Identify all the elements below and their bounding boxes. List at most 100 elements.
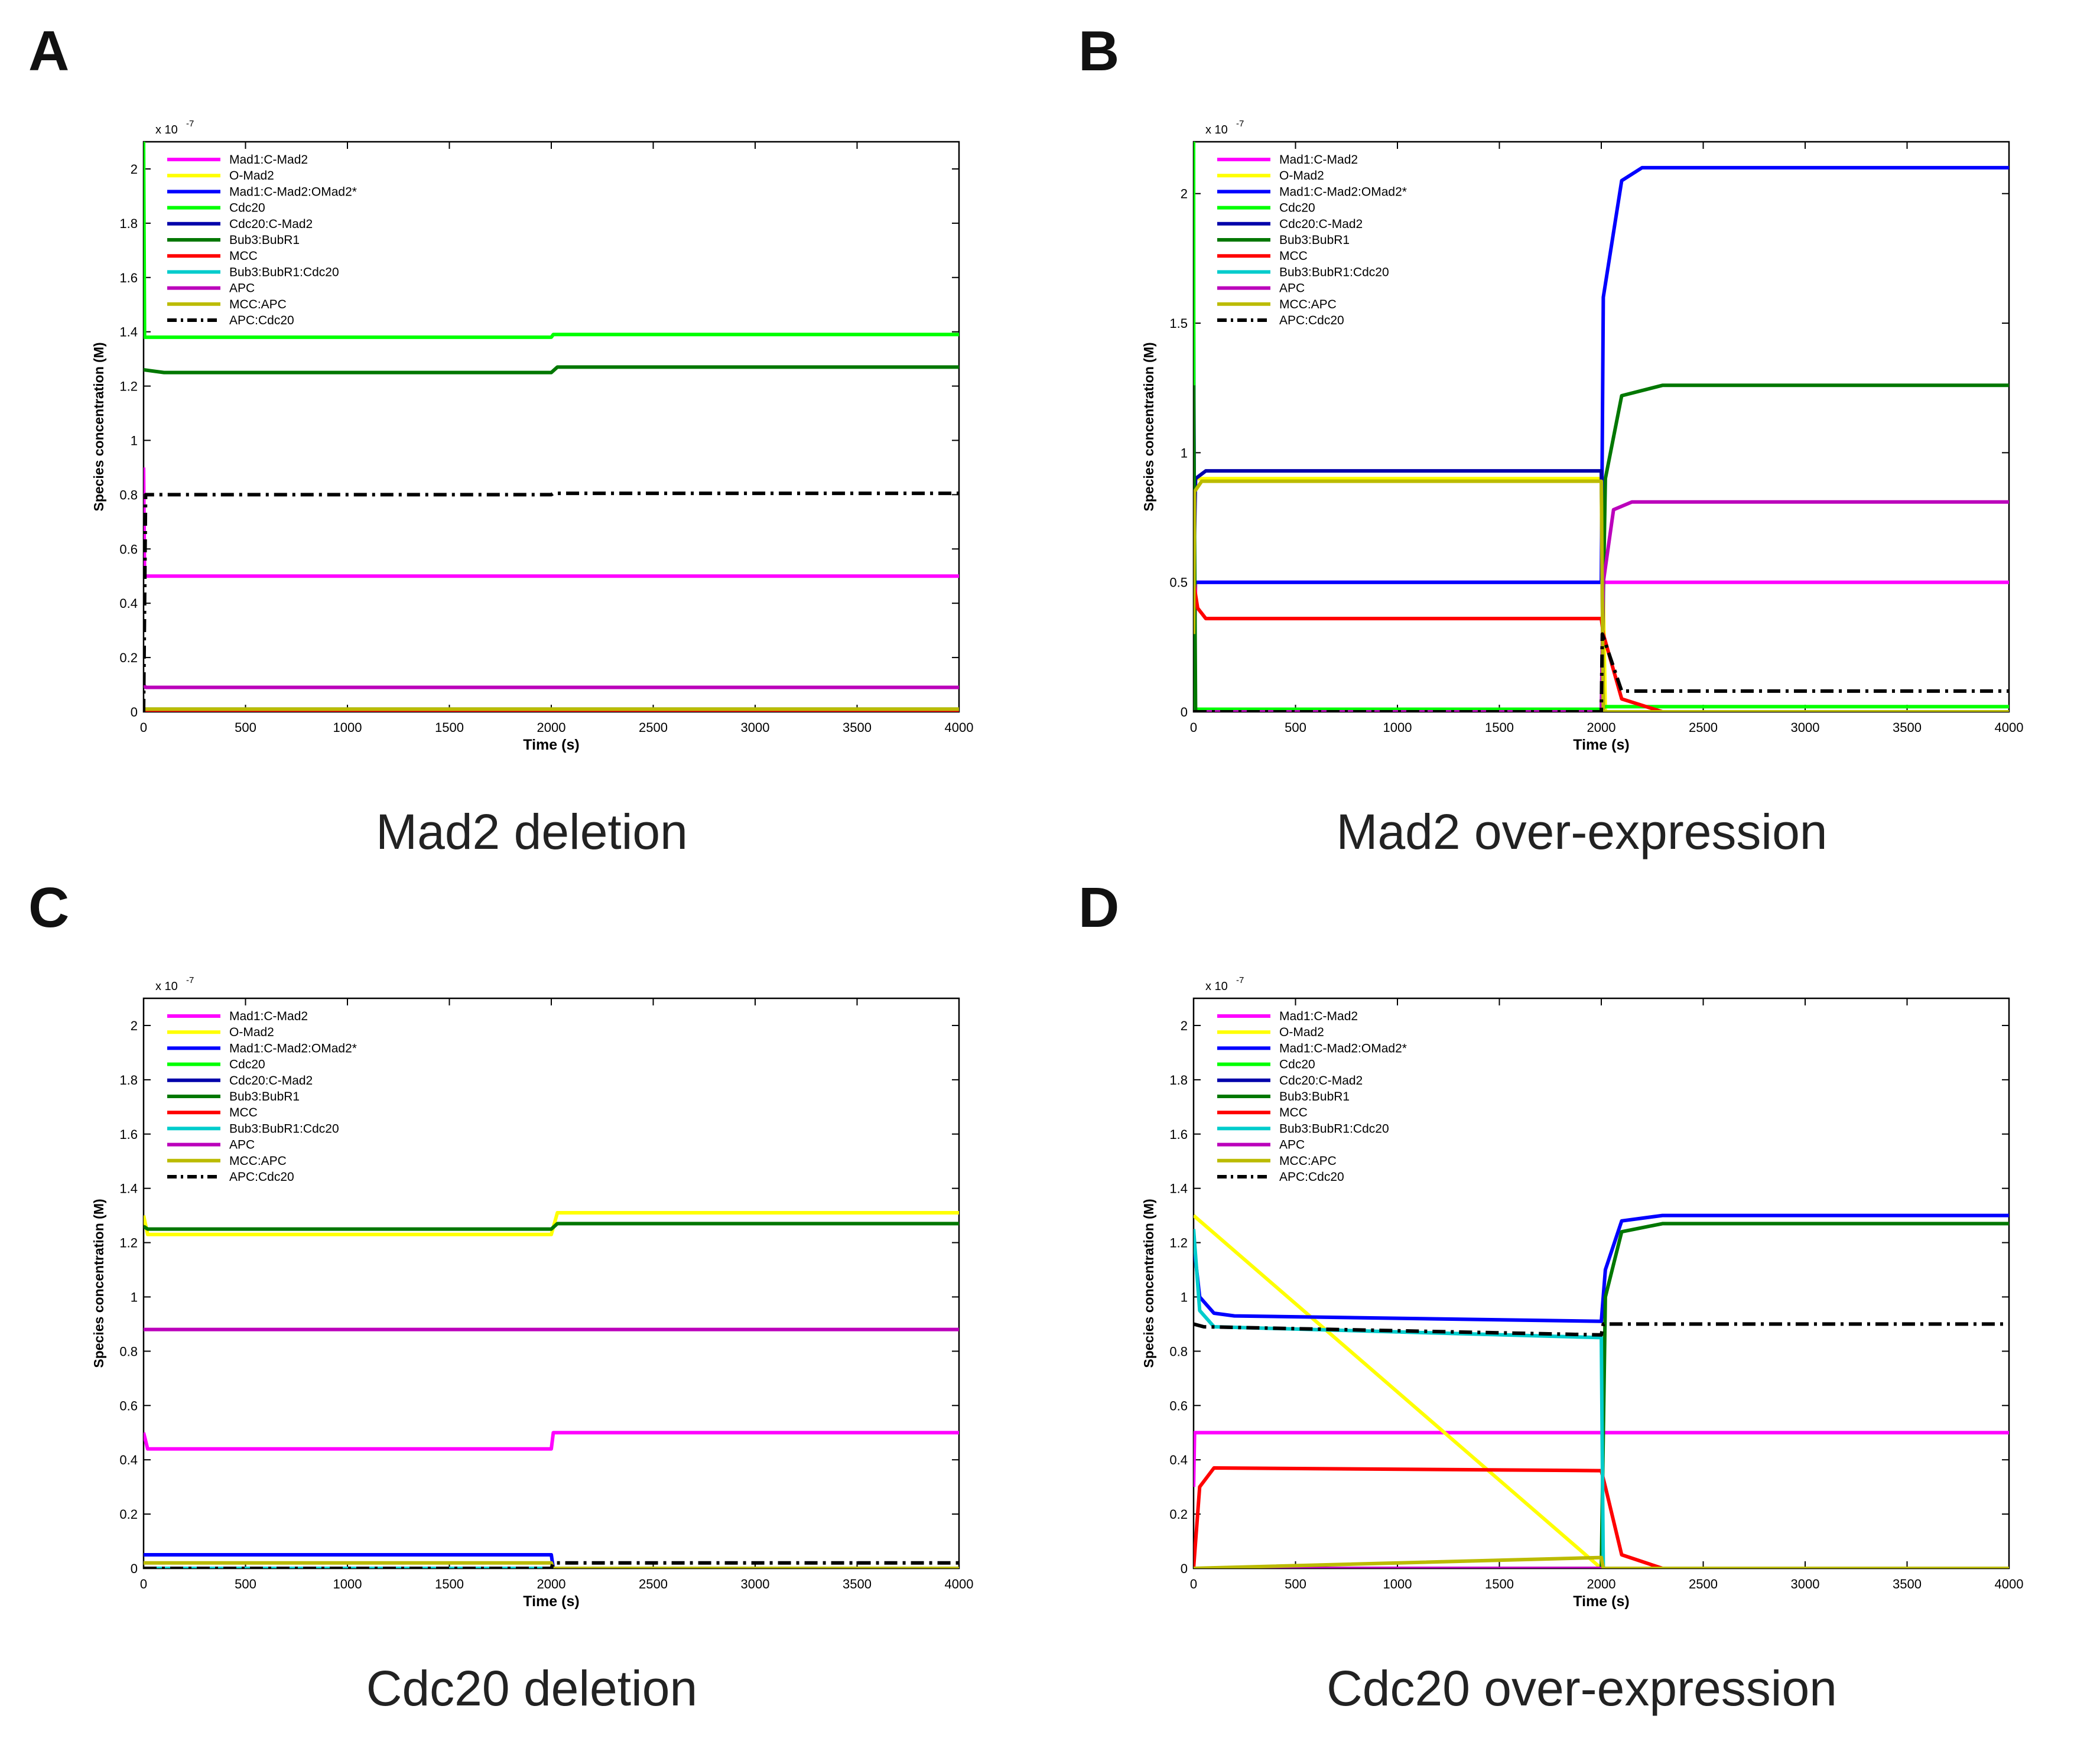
y-tick-label: 0 [1181, 1561, 1188, 1576]
y-tick-label: 0.4 [1169, 1453, 1188, 1467]
y-tick-label: 1.2 [1169, 1236, 1188, 1251]
y-exponent-power: -7 [186, 975, 194, 985]
legend-entry: O-Mad2 [1279, 169, 1324, 183]
y-tick-label: 1 [1181, 1290, 1188, 1304]
x-tick-label: 2500 [1689, 720, 1718, 735]
series-line-cdc20 [144, 142, 959, 339]
series-line-mad1-c-mad2 [144, 1431, 959, 1451]
panel-caption: Mad2 over-expression [1336, 804, 1828, 860]
legend-entry: Mad1:C-Mad2:OMad2* [1279, 185, 1407, 198]
x-tick-label: 1000 [333, 1577, 362, 1591]
x-tick-label: 2500 [639, 1577, 668, 1591]
y-tick-label: 0.2 [119, 1507, 138, 1522]
panel-letter: A [28, 19, 70, 83]
y-tick-label: 1.6 [119, 271, 138, 285]
panel-d: D 0 500 1000 1500 2000 2500 3000 3500 4000 0 0.2 0.… [1050, 857, 2100, 1729]
legend-entry: Mad1:C-Mad2:OMad2* [1279, 1041, 1407, 1055]
legend-entry: APC [1279, 282, 1305, 295]
legend-entry: Mad1:C-Mad2:OMad2* [229, 1041, 357, 1055]
y-tick-label: 1 [131, 1290, 138, 1304]
legend-entry: APC [229, 1138, 255, 1152]
panel-caption: Mad2 deletion [376, 804, 688, 860]
legend-entry: MCC [229, 249, 258, 263]
y-tick-label: 1.8 [1169, 1073, 1188, 1088]
y-axis-label: Species concentration (M) [1141, 1199, 1156, 1368]
y-tick-label: 1.8 [119, 1073, 138, 1088]
x-tick-label: 0 [140, 720, 147, 735]
legend-entry: Bub3:BubR1:Cdc20 [1279, 1122, 1389, 1135]
y-tick-label: 1.2 [119, 379, 138, 394]
panel-caption: Cdc20 over-expression [1327, 1661, 1837, 1716]
series-line-apc-cdc20 [144, 491, 959, 712]
x-axis-label: Time (s) [523, 737, 579, 753]
y-tick-label: 0.8 [119, 487, 138, 502]
legend-entry: Bub3:BubR1:Cdc20 [229, 1122, 339, 1135]
chart-a: 0 500 1000 1500 2000 2500 3000 3500 4000 0 0.2 0.4 0… [91, 119, 974, 753]
x-tick-label: 3500 [843, 720, 872, 735]
legend-entry: APC:Cdc20 [229, 1170, 294, 1184]
y-tick-label: 0 [1181, 705, 1188, 720]
y-tick-label: 0.6 [119, 542, 138, 556]
y-tick-label: 0 [131, 705, 138, 720]
legend-entry: Cdc20:C-Mad2 [1279, 1074, 1363, 1088]
legend-entry: APC:Cdc20 [1279, 1170, 1344, 1184]
x-tick-label: 1000 [333, 720, 362, 735]
x-tick-label: 4000 [1995, 1577, 2024, 1591]
y-exponent-power: -7 [1236, 119, 1244, 129]
legend-entry: Bub3:BubR1:Cdc20 [1279, 265, 1389, 279]
x-tick-label: 0 [140, 1577, 147, 1591]
x-tick-label: 4000 [945, 720, 974, 735]
x-axis-label: Time (s) [1573, 737, 1629, 753]
x-tick-label: 1500 [1485, 720, 1514, 735]
x-tick-label: 500 [235, 720, 256, 735]
y-tick-label: 1 [131, 433, 138, 448]
legend-entry: APC:Cdc20 [1279, 314, 1344, 327]
legend-entry: Cdc20 [229, 1058, 265, 1072]
panel-b: B 0 500 1000 1500 2000 2500 3000 3500 4000 0 0.5 1 1… [1050, 0, 2100, 872]
legend-entry: MCC [1279, 1106, 1308, 1119]
legend-entry: APC:Cdc20 [229, 314, 294, 327]
x-tick-label: 4000 [1995, 720, 2024, 735]
legend-entry: O-Mad2 [229, 1025, 274, 1039]
legend-entry: Bub3:BubR1 [229, 233, 300, 247]
y-tick-label: 0.2 [119, 650, 138, 665]
series-line-mcc-apc [1194, 1555, 2009, 1568]
panel-c: C 0 500 1000 1500 2000 2500 3000 3500 4000 0 0.2 0.… [0, 857, 1050, 1729]
legend-entry: MCC:APC [1279, 1154, 1337, 1168]
y-tick-label: 2 [1181, 1018, 1188, 1033]
series-line-mad1-c-mad2-omad2- [144, 1553, 959, 1568]
x-tick-label: 3000 [1791, 720, 1820, 735]
legend-entry: Mad1:C-Mad2 [229, 1010, 308, 1023]
series-line-o-mad2 [1194, 1214, 2009, 1568]
legend-entry: Bub3:BubR1 [1279, 1090, 1350, 1103]
y-axis-label: Species concentration (M) [91, 1199, 106, 1368]
y-tick-label: 1.8 [119, 216, 138, 231]
legend-entry: MCC:APC [1279, 298, 1337, 311]
x-axis-label: Time (s) [1573, 1593, 1629, 1610]
x-tick-label: 1000 [1383, 1577, 1412, 1591]
plot-frame [142, 997, 960, 1570]
series-line-bub3-bubr1 [1194, 1222, 2009, 1568]
legend-entry: O-Mad2 [229, 169, 274, 183]
series-line-bub3-bubr1 [144, 365, 959, 375]
legend-entry: APC [229, 282, 255, 295]
y-exponent-label: x 10 [155, 980, 178, 993]
panel-letter: B [1078, 19, 1120, 83]
y-tick-label: 1 [1181, 445, 1188, 460]
y-tick-label: 2 [131, 1018, 138, 1033]
y-tick-label: 1.4 [119, 325, 138, 340]
x-tick-label: 1000 [1383, 720, 1412, 735]
x-tick-label: 500 [1285, 1577, 1306, 1591]
x-tick-label: 1500 [435, 720, 464, 735]
y-tick-label: 1.4 [1169, 1181, 1188, 1196]
legend-entry: APC [1279, 1138, 1305, 1152]
legend-entry: Cdc20 [1279, 201, 1315, 215]
y-tick-label: 0.8 [1169, 1344, 1188, 1359]
x-tick-label: 3500 [1893, 1577, 1922, 1591]
panel-caption: Cdc20 deletion [366, 1661, 698, 1716]
y-tick-label: 0.6 [119, 1398, 138, 1413]
series-line-apc [1194, 500, 2009, 712]
x-tick-label: 0 [1190, 720, 1197, 735]
series-line-apc-cdc20 [1194, 1322, 2009, 1337]
x-tick-label: 3000 [741, 1577, 770, 1591]
